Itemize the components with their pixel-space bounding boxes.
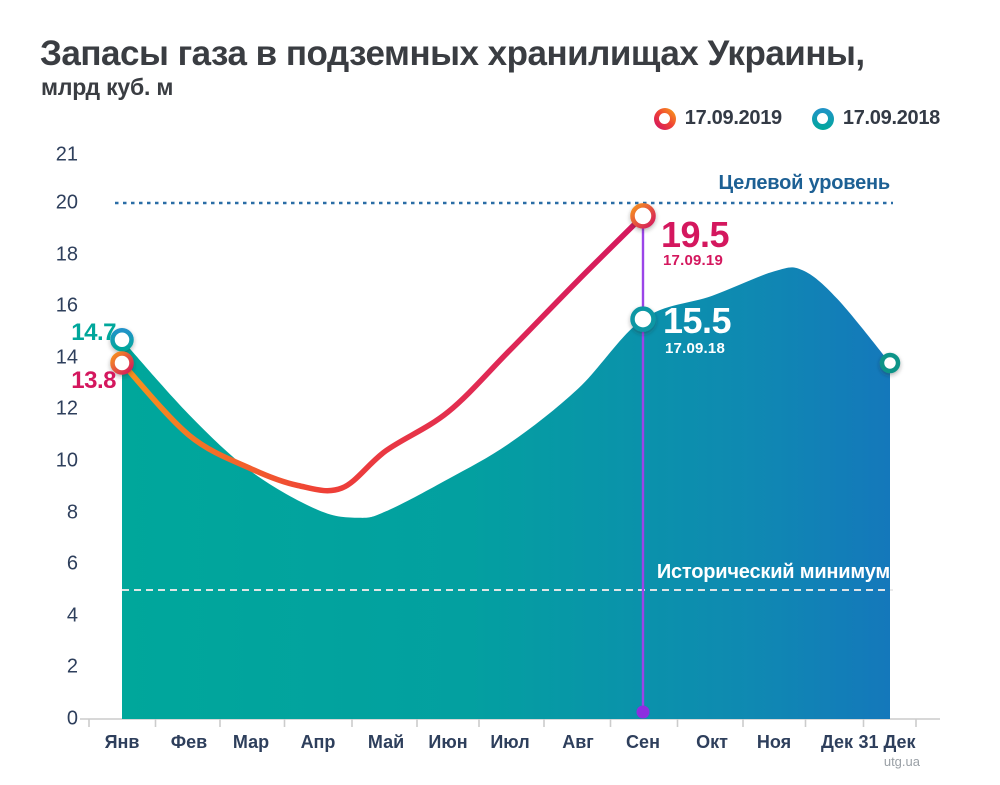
y-axis-label-16: 16 [55, 294, 78, 317]
legend-item-2018: 17.09.2018 [811, 107, 940, 130]
legend-ring-hole [659, 113, 671, 124]
y-axis-label-4: 4 [66, 604, 78, 627]
legend-label-2018: 17.09.2018 [842, 107, 940, 129]
x-axis-label-10: Окт [696, 732, 728, 752]
legend-item-2019: 17.09.2019 [653, 107, 782, 130]
x-axis-label-3: Мар [232, 732, 270, 752]
callout-sep-2018-date: 17.09.18 [665, 340, 725, 357]
series-line-2019 [119, 213, 646, 494]
marker-dec31-2018 [879, 352, 901, 374]
x-axis-label-12: Дек [820, 732, 854, 752]
legend-label-2019: 17.09.2019 [684, 107, 782, 129]
september-highlight-dot [636, 705, 650, 719]
y-axis-label-21: 21 [55, 143, 78, 166]
target-level-label: Целевой уровень [718, 172, 891, 194]
legend-ring-2019-icon [653, 107, 676, 130]
y-axis-label-2: 2 [66, 655, 78, 678]
y-axis-label-0: 0 [66, 707, 78, 730]
axis-layer [80, 718, 940, 727]
y-axis-label-20: 20 [55, 191, 78, 214]
callout-jan-2018: 14.7 [71, 319, 116, 346]
legend-ring-2018-icon [811, 107, 834, 130]
x-axis-label-1: Янв [104, 732, 140, 752]
y-axis-label-14: 14 [55, 346, 78, 369]
historical-minimum-label: Исторический минимум [656, 561, 890, 583]
legend: 17.09.2019 17.09.2018 [653, 107, 940, 130]
marker-sep-2019 [630, 203, 656, 229]
x-axis-label-7: Июл [490, 732, 530, 752]
y-axis-label-8: 8 [66, 501, 78, 524]
y-axis-label-10: 10 [55, 449, 78, 472]
y-axis-label-12: 12 [55, 397, 78, 420]
watermark: utg.ua [883, 754, 920, 769]
area-layer [122, 267, 890, 719]
x-axis-label-2: Фев [170, 732, 208, 752]
x-axis-label-11: Ноя [756, 732, 792, 752]
annotation-layer [115, 201, 893, 591]
series-area-2018 [122, 267, 890, 719]
marker-sep-2018 [630, 306, 656, 332]
x-axis-label-13: 31 Дек [858, 732, 916, 752]
x-axis-label-6: Июн [428, 732, 468, 752]
page-title: Запасы газа в подземных хранилищах Украи… [40, 34, 865, 73]
x-axis-label-8: Авг [562, 732, 594, 752]
y-axis-label-18: 18 [55, 243, 78, 266]
line-layer [119, 213, 646, 494]
x-axis-label-9: Сен [626, 732, 660, 752]
callout-sep-2018-value: 15.5 [663, 300, 732, 341]
marker-layer [110, 203, 901, 375]
marker-jan-2018 [110, 327, 134, 352]
x-axis-label-5: Май [367, 732, 405, 752]
y-axis-label-6: 6 [66, 552, 78, 575]
callout-sep-2019-value: 19.5 [661, 214, 730, 255]
callout-jan-2019: 13.8 [71, 367, 116, 394]
legend-ring-hole [817, 113, 829, 124]
callout-sep-2019-date: 17.09.19 [663, 252, 723, 269]
x-axis-label-4: Апр [300, 732, 336, 752]
marker-jan-2019 [110, 351, 134, 375]
page-subtitle: млрд куб. м [41, 74, 174, 100]
